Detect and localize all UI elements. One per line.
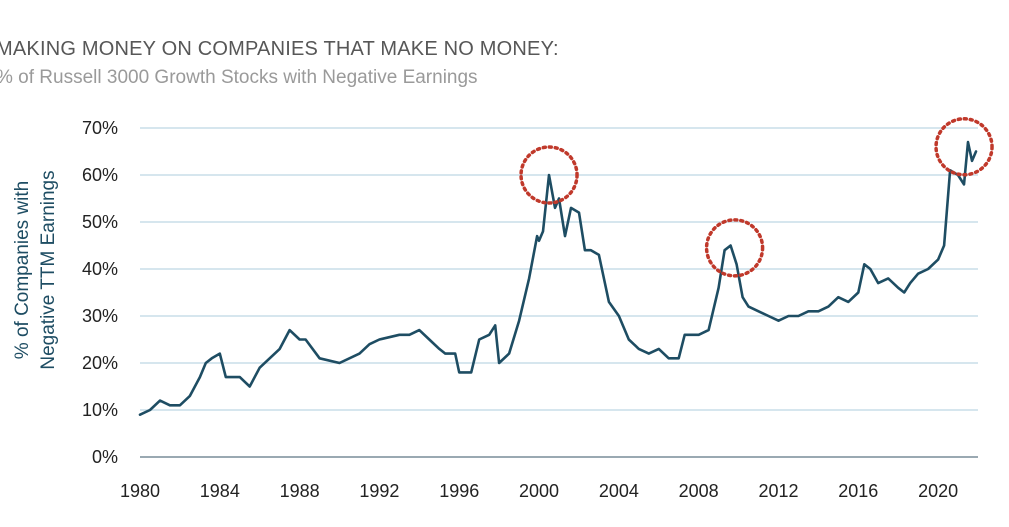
highlight-circle-0 bbox=[519, 145, 579, 205]
y-tick-label: 40% bbox=[82, 259, 118, 279]
y-tick-label: 0% bbox=[92, 447, 118, 467]
gridlines bbox=[140, 127, 978, 458]
y-tick-label: 30% bbox=[82, 306, 118, 326]
x-tick-label: 1992 bbox=[359, 481, 399, 501]
y-tick-label: 10% bbox=[82, 400, 118, 420]
y-tick-label: 60% bbox=[82, 165, 118, 185]
y-tick-label: 70% bbox=[82, 118, 118, 138]
y-tick-label: 50% bbox=[82, 212, 118, 232]
x-tick-label: 2004 bbox=[599, 481, 639, 501]
chart-title: MAKING MONEY ON COMPANIES THAT MAKE NO M… bbox=[0, 38, 559, 60]
x-tick-label: 1980 bbox=[120, 481, 160, 501]
series-group bbox=[138, 140, 978, 416]
x-tick-label: 1996 bbox=[439, 481, 479, 501]
highlight-circle-2 bbox=[934, 117, 994, 177]
x-tick-label: 1984 bbox=[200, 481, 240, 501]
highlight-circle-1 bbox=[704, 218, 765, 278]
y-tick-label: 20% bbox=[82, 353, 118, 373]
y-tick-labels: 0% 10% 20% 30% 40% 50% 60% 70% bbox=[82, 118, 118, 467]
y-axis-label-line-1: % of Companies with bbox=[12, 181, 33, 359]
x-tick-label: 2000 bbox=[519, 481, 559, 501]
chart-subtitle: % of Russell 3000 Growth Stocks with Neg… bbox=[0, 67, 478, 88]
series-line-0 bbox=[138, 140, 978, 416]
highlight-circles bbox=[519, 117, 994, 278]
x-tick-label: 1988 bbox=[280, 481, 320, 501]
x-tick-labels: 1980 1984 1988 1992 1996 2000 2004 2008 2012 2016… bbox=[120, 481, 958, 501]
x-tick-label: 2020 bbox=[918, 481, 958, 501]
x-tick-label: 2012 bbox=[758, 481, 798, 501]
x-tick-label: 2016 bbox=[838, 481, 878, 501]
y-axis-label-line-2: Negative TTM Earnings bbox=[38, 170, 59, 369]
x-tick-label: 2008 bbox=[679, 481, 719, 501]
